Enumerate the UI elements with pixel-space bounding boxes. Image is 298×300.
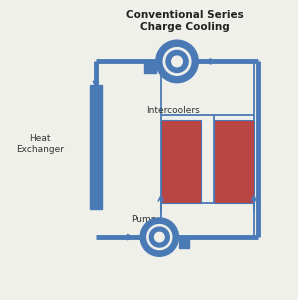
Bar [214,121,254,203]
Circle shape [172,56,182,67]
Bar [144,61,156,73]
Bar [179,237,189,247]
Circle shape [147,225,172,250]
Circle shape [149,227,169,247]
Circle shape [166,50,188,73]
Text: Intercoolers: Intercoolers [146,106,200,115]
Text: Pump: Pump [131,215,157,224]
Text: Conventional Series
Charge Cooling: Conventional Series Charge Cooling [125,10,243,32]
Bar [90,85,102,209]
Circle shape [163,48,191,75]
Bar [161,121,201,203]
Circle shape [155,232,164,242]
Circle shape [140,218,179,256]
Circle shape [156,40,198,83]
Text: Heat
Exchanger: Heat Exchanger [16,134,64,154]
